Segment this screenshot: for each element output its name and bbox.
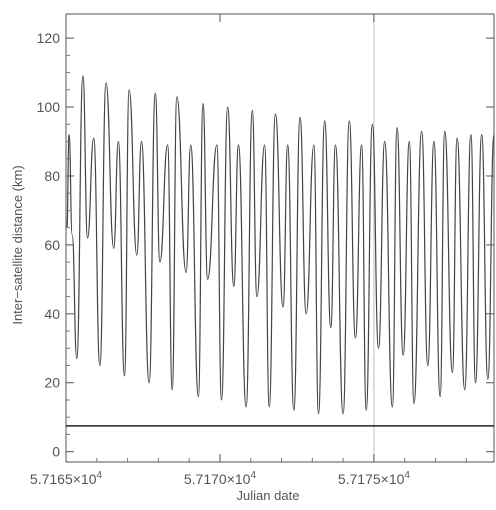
series-line — [66, 75, 495, 415]
y-tick-label: 20 — [44, 375, 60, 391]
plot-area — [65, 13, 495, 463]
y-tick-label: 40 — [44, 306, 60, 322]
x-tick-label: 5.7175×104 — [338, 470, 411, 487]
tick-marks — [65, 14, 494, 462]
y-tick-label: 80 — [44, 168, 60, 184]
y-tick-label: 60 — [44, 237, 60, 253]
tick-labels: 0 20 40 60 80 100 120 5.7165×104 5.7170×104 5.717… — [30, 30, 410, 487]
x-axis-title: Julian date — [237, 488, 300, 503]
x-tick-label: 5.7165×104 — [30, 470, 103, 487]
y-axis-title: Inter−satellite distance (km) — [10, 165, 25, 324]
plot-frame — [65, 13, 495, 463]
y-tick-label: 100 — [37, 99, 61, 115]
y-tick-label: 0 — [52, 444, 60, 460]
y-tick-label: 120 — [37, 30, 61, 46]
x-tick-label: 5.7170×104 — [184, 470, 257, 487]
